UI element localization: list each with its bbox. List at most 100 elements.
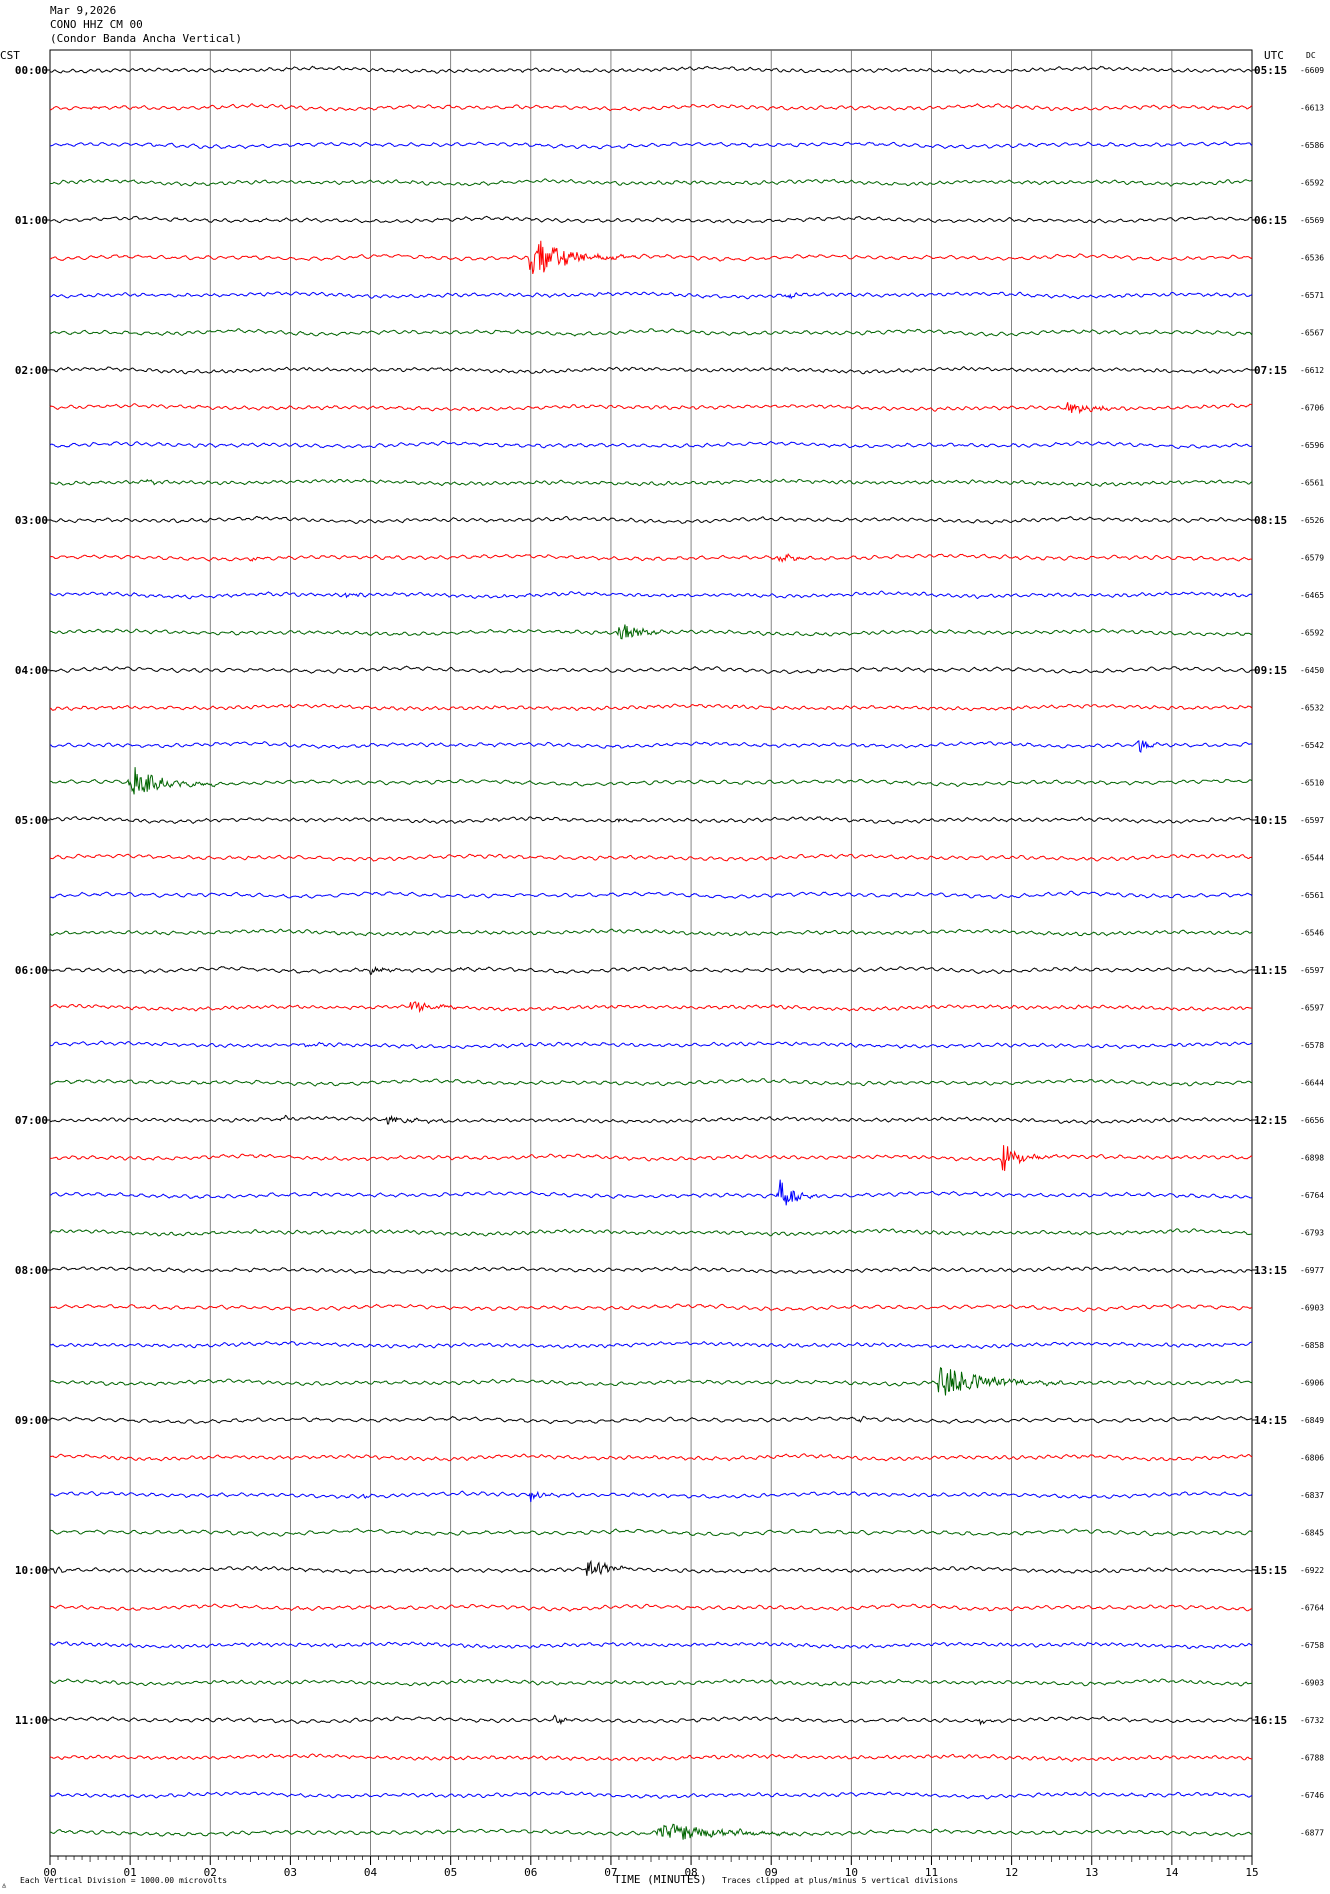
dc-offset-label: -6977: [1300, 1266, 1324, 1275]
trace-line: [49, 1753, 1253, 1762]
right-hour-label: 07:15: [1254, 364, 1287, 377]
x-tick-label: 08: [684, 1866, 697, 1879]
seismic-traces: [49, 65, 1253, 1840]
dc-offset-label: -6567: [1300, 329, 1324, 338]
dc-offset-label: -6578: [1300, 1041, 1324, 1050]
dc-offset-label: -6546: [1300, 929, 1324, 938]
trace-line: [49, 141, 1253, 150]
dc-offset-label: -6542: [1300, 741, 1324, 750]
footer-icon: ◬: [2, 1881, 7, 1889]
x-tick-label: 14: [1165, 1866, 1179, 1879]
left-hour-label: 07:00: [15, 1114, 48, 1127]
left-hour-label: 06:00: [15, 964, 48, 977]
dc-offset-label: -6903: [1300, 1304, 1324, 1313]
trace-line: [49, 103, 1253, 112]
left-hour-label: 11:00: [15, 1714, 48, 1727]
trace-line: [49, 1078, 1253, 1087]
dc-offset-label: -6571: [1300, 291, 1324, 300]
dc-offset-label: -6450: [1300, 666, 1324, 675]
dc-offset-label: -6746: [1300, 1791, 1324, 1800]
trace-line: [49, 1415, 1253, 1425]
trace-line: [49, 1340, 1252, 1350]
trace-line: [50, 590, 1253, 600]
left-hour-label: 04:00: [15, 664, 48, 677]
left-hour-label: 03:00: [15, 514, 48, 527]
trace-line: [49, 1145, 1253, 1171]
minute-gridlines: [49, 49, 1253, 1857]
x-tick-label: 11: [925, 1866, 938, 1879]
trace-line: [49, 665, 1253, 674]
left-hour-label: 05:00: [15, 814, 48, 827]
trace-line: [49, 478, 1253, 487]
dc-label: DC: [1306, 51, 1316, 60]
trace-line: [49, 1714, 1253, 1726]
right-hour-label: 11:15: [1254, 964, 1287, 977]
trace-line: [49, 1114, 1253, 1125]
trace-line: [49, 1678, 1253, 1687]
dc-offset-label: -6793: [1300, 1229, 1324, 1238]
x-tick-label: 12: [1005, 1866, 1018, 1879]
trace-line: [49, 1366, 1253, 1396]
dc-offset-label: -6906: [1300, 1379, 1324, 1388]
dc-offset-label: -6569: [1300, 216, 1324, 225]
trace-labels: -6609 00:00 05:15 -6613 -6586 -6592 -6569 01:00…: [15, 64, 1324, 1838]
right-hour-label: 06:15: [1254, 214, 1287, 227]
dc-offset-label: -6596: [1300, 441, 1324, 450]
right-hour-label: 05:15: [1254, 64, 1287, 77]
x-tick-label: 07: [604, 1866, 617, 1879]
trace-line: [49, 1528, 1253, 1537]
right-timezone-label: UTC: [1264, 49, 1284, 62]
x-tick-label: 09: [765, 1866, 778, 1879]
trace-line: [49, 1641, 1253, 1650]
dc-offset-label: -6732: [1300, 1716, 1324, 1725]
dc-offset-label: -6706: [1300, 404, 1324, 413]
time-axis: 00 01 02 03 04 05 06 07 08 09 10 11 12 13 14 15: [43, 1856, 1259, 1879]
x-tick-label: 06: [524, 1866, 537, 1879]
dc-offset-label: -6612: [1300, 366, 1324, 375]
dc-offset-label: -6592: [1300, 629, 1324, 638]
trace-line: [50, 366, 1253, 375]
left-hour-label: 00:00: [15, 64, 48, 77]
dc-offset-label: -6532: [1300, 704, 1324, 713]
x-tick-label: 15: [1245, 1866, 1258, 1879]
dc-offset-label: -6597: [1300, 1004, 1324, 1013]
trace-line: [49, 890, 1253, 899]
x-tick-label: 01: [124, 1866, 137, 1879]
trace-line: [49, 1303, 1252, 1313]
trace-line: [49, 1453, 1253, 1462]
left-hour-label: 09:00: [15, 1414, 48, 1427]
right-hour-label: 08:15: [1254, 514, 1287, 527]
trace-line: [49, 1791, 1253, 1800]
trace-line: [49, 65, 1252, 74]
trace-line: [49, 178, 1253, 187]
dc-offset-label: -6613: [1300, 104, 1324, 113]
dc-offset-label: -6586: [1300, 141, 1324, 150]
dc-offset-label: -6465: [1300, 591, 1324, 600]
dc-offset-label: -6526: [1300, 516, 1324, 525]
trace-line: [49, 402, 1252, 415]
x-tick-label: 13: [1085, 1866, 1098, 1879]
x-tick-label: 02: [204, 1866, 217, 1879]
x-tick-label: 05: [444, 1866, 457, 1879]
dc-offset-label: -6644: [1300, 1079, 1324, 1088]
dc-offset-label: -6758: [1300, 1641, 1324, 1650]
dc-offset-label: -6544: [1300, 854, 1324, 863]
trace-line: [49, 1266, 1253, 1275]
trace-line: [49, 328, 1253, 337]
dc-offset-label: -6903: [1300, 1679, 1324, 1688]
trace-line: [50, 816, 1252, 825]
dc-offset-label: -6536: [1300, 254, 1324, 263]
trace-line: [49, 1559, 1252, 1576]
trace-line: [49, 1001, 1252, 1014]
trace-line: [49, 1603, 1253, 1612]
left-hour-label: 02:00: [15, 364, 48, 377]
dc-offset-label: -6837: [1300, 1491, 1324, 1500]
trace-line: [49, 853, 1253, 862]
x-tick-label: 03: [284, 1866, 297, 1879]
trace-line: [49, 215, 1253, 224]
clip-note: Traces clipped at plus/minus 5 vertical …: [722, 1876, 959, 1885]
right-hour-label: 12:15: [1254, 1114, 1287, 1127]
dc-offset-label: -6849: [1300, 1416, 1324, 1425]
x-tick-label: 04: [364, 1866, 378, 1879]
